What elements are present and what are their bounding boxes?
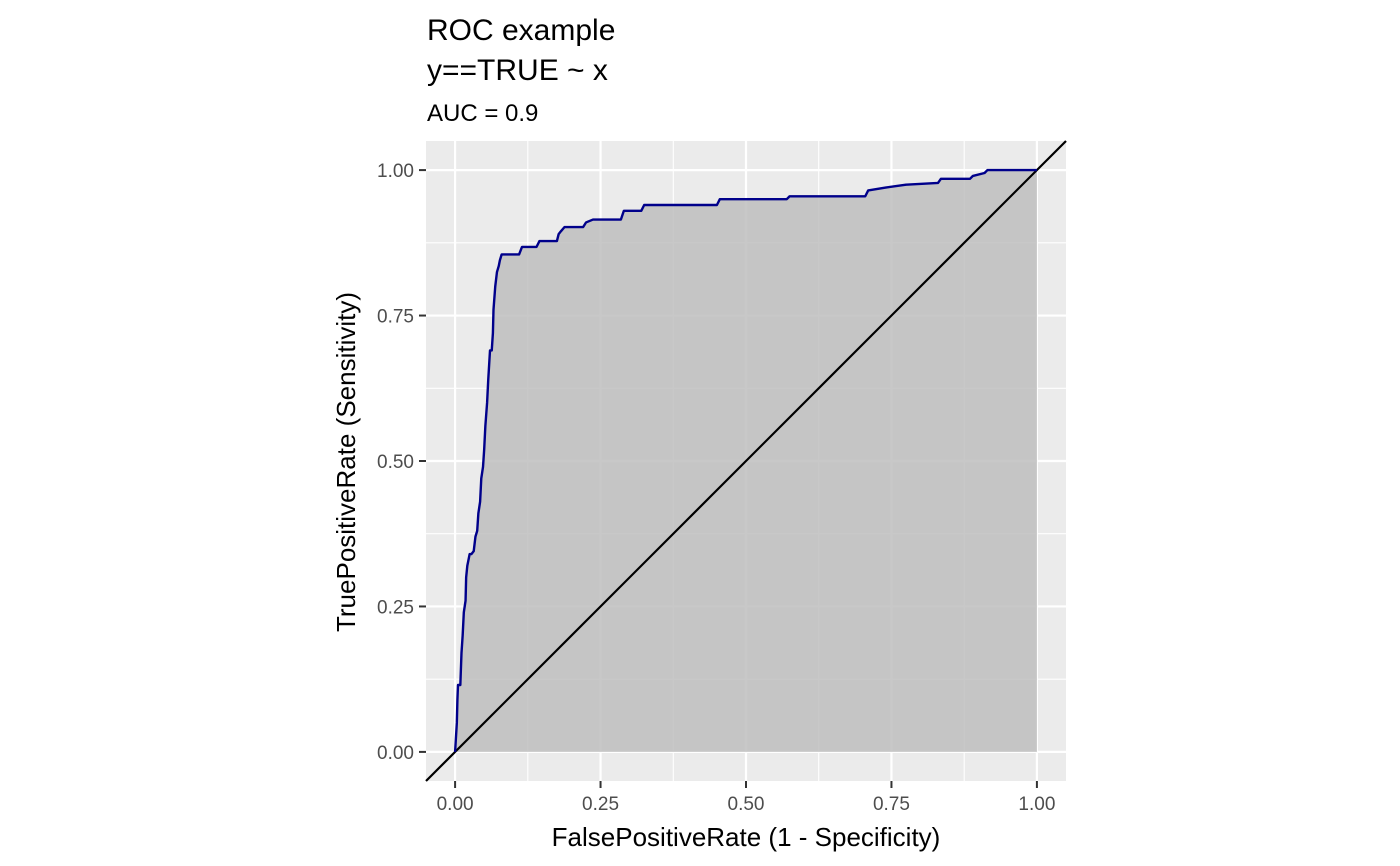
chart-subtitle: AUC = 0.9 [427,100,538,127]
chart-title-line2: y==TRUE ~ x [427,54,608,87]
x-axis: 0.00 0.25 0.50 0.75 1.00 [437,781,1055,815]
y-tick-label: 0.50 [377,452,414,473]
y-tick-label: 0.75 [377,307,414,328]
x-tick-label: 0.25 [582,794,619,815]
x-tick-label: 1.00 [1018,794,1055,815]
chart-title: ROC example [427,14,615,47]
x-tick-label: 0.75 [873,794,910,815]
x-tick-label: 0.00 [437,794,474,815]
x-axis-label: FalsePositiveRate (1 - Specificity) [552,822,941,852]
y-tick-label: 0.25 [377,597,414,618]
y-tick-label: 1.00 [377,161,414,182]
y-tick-label: 0.00 [377,743,414,764]
y-axis-label: TruePositiveRate (Sensitivity) [331,292,361,632]
y-axis: 0.00 0.25 0.50 0.75 1.00 [377,161,426,764]
x-tick-label: 0.50 [728,794,765,815]
diagonal-reference-line [425,140,1067,782]
roc-curve-line [453,168,1037,752]
